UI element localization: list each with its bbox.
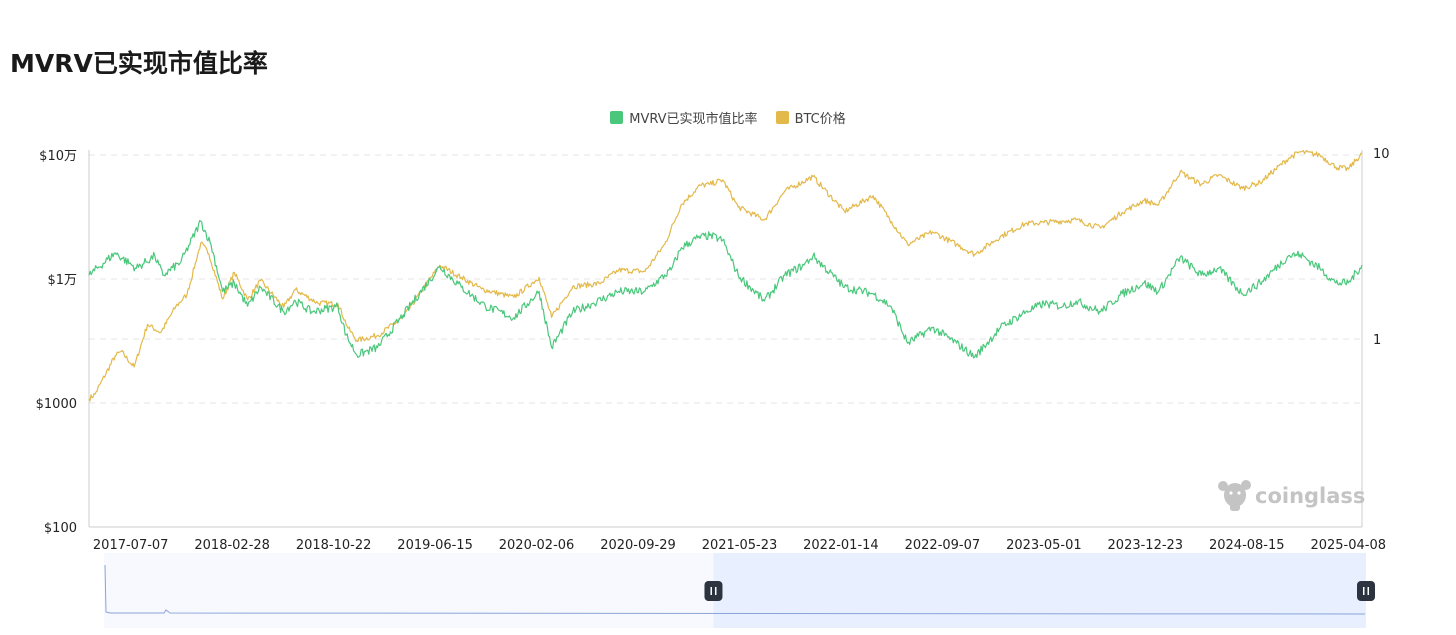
coinglass-watermark: coinglass — [1218, 480, 1365, 511]
y-axis-right-labels: 1 10 — [1373, 147, 1390, 348]
handle-grip — [1363, 587, 1365, 595]
legend-swatch-btc — [775, 111, 789, 124]
x-tick-label: 2018-10-22 — [296, 538, 372, 553]
zoom-slider[interactable] — [104, 553, 1375, 628]
legend: MVRV已实现市值比率 BTC价格 — [0, 108, 1456, 127]
zoom-selected-range[interactable] — [713, 553, 1366, 628]
x-tick-label: 2023-05-01 — [1006, 538, 1082, 553]
legend-label-mvrv: MVRV已实现市值比率 — [629, 112, 758, 127]
legend-item-btc[interactable]: BTC价格 — [775, 108, 846, 127]
pause-handle-icon — [704, 581, 723, 601]
y-left-tick-label: $1000 — [36, 397, 77, 412]
x-tick-label: 2022-09-07 — [905, 538, 981, 553]
x-tick-label: 2020-09-29 — [600, 538, 676, 553]
y-left-tick-label: $100 — [44, 521, 77, 536]
y-left-tick-label: $1万 — [47, 273, 77, 288]
x-axis-labels: 2017-07-07 2018-02-28 2018-10-22 2019-06-15… — [93, 538, 1386, 553]
axes — [88, 150, 1363, 528]
pause-handle-icon — [1357, 581, 1375, 601]
x-tick-label: 2025-04-08 — [1310, 538, 1386, 553]
handle-grip — [714, 587, 717, 595]
legend-label-btc: BTC价格 — [794, 112, 846, 127]
y-right-tick-label: 1 — [1373, 333, 1381, 348]
x-tick-label: 2022-01-14 — [803, 538, 879, 553]
y-left-tick-label: $10万 — [39, 149, 77, 164]
x-tick-label: 2023-12-23 — [1108, 538, 1184, 553]
legend-item-mvrv[interactable]: MVRV已实现市值比率 — [610, 108, 758, 127]
chart-title: MVRV已实现市值比率 — [10, 49, 268, 78]
series-line-mvrv — [88, 220, 1363, 359]
zoom-overview-line — [104, 564, 1366, 615]
series-layer — [88, 149, 1363, 402]
legend-swatch-mvrv — [610, 111, 624, 124]
x-tick-label: 2018-02-28 — [194, 538, 270, 553]
series-line-btc — [88, 149, 1363, 402]
y-axis-left-labels: $100 $1000 $1万 $10万 — [36, 149, 77, 536]
gridlines — [89, 154, 1362, 404]
y-right-tick-label: 10 — [1373, 147, 1390, 162]
x-tick-label: 2020-02-06 — [499, 538, 575, 553]
x-tick-label: 2024-08-15 — [1209, 538, 1285, 553]
coinglass-logo-icon — [1218, 480, 1251, 511]
handle-grip — [710, 587, 712, 595]
zoom-handle-start[interactable] — [704, 581, 723, 601]
x-tick-label: 2019-06-15 — [397, 538, 473, 553]
x-tick-label: 2017-07-07 — [93, 538, 169, 553]
x-tick-label: 2021-05-23 — [702, 538, 778, 553]
watermark-text: coinglass — [1255, 484, 1365, 508]
zoom-handle-end[interactable] — [1357, 581, 1375, 601]
handle-grip — [1367, 587, 1369, 595]
